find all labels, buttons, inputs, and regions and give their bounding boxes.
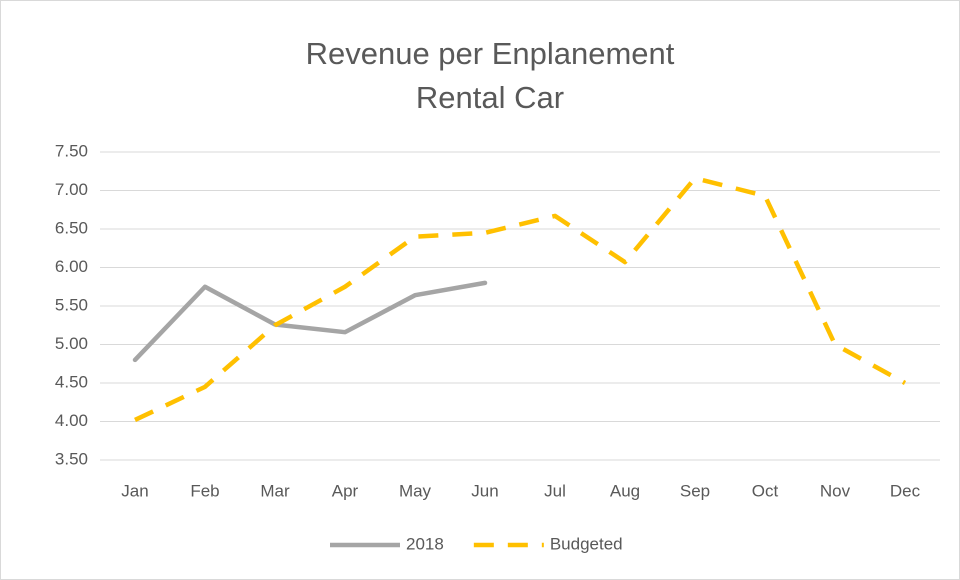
x-tick-label: Jan xyxy=(121,481,148,500)
series-line xyxy=(132,280,488,363)
y-tick-label: 6.00 xyxy=(55,257,88,276)
series-line xyxy=(134,175,907,422)
x-tick-label: Jul xyxy=(544,481,566,500)
y-tick-label: 3.50 xyxy=(55,449,88,468)
x-tick-label: Mar xyxy=(260,481,290,500)
y-tick-label: 7.00 xyxy=(55,180,88,199)
y-tick-label: 4.50 xyxy=(55,372,88,391)
y-tick-label: 5.00 xyxy=(55,334,88,353)
legend-label: 2018 xyxy=(406,534,444,553)
chart-subtitle: Rental Car xyxy=(416,80,564,115)
x-tick-label: Sep xyxy=(680,481,710,500)
x-tick-label: Feb xyxy=(190,481,219,500)
x-tick-label: Dec xyxy=(890,481,921,500)
y-tick-label: 7.50 xyxy=(55,141,88,160)
legend-label: Budgeted xyxy=(550,534,623,553)
y-tick-label: 4.00 xyxy=(55,411,88,430)
y-tick-label: 6.50 xyxy=(55,218,88,237)
x-tick-label: Oct xyxy=(752,481,779,500)
x-tick-label: Aug xyxy=(610,481,640,500)
x-tick-label: May xyxy=(399,481,432,500)
y-tick-label: 5.50 xyxy=(55,295,88,314)
chart-title: Revenue per Enplanement xyxy=(306,36,675,71)
x-tick-label: Apr xyxy=(332,481,359,500)
x-tick-label: Jun xyxy=(471,481,498,500)
x-tick-label: Nov xyxy=(820,481,851,500)
